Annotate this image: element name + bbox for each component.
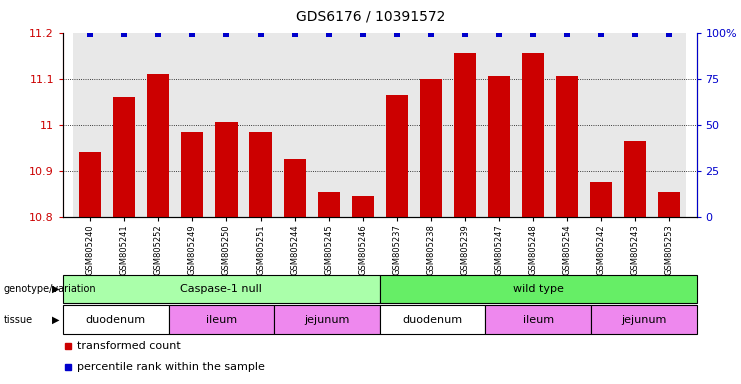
Point: [187, 30, 199, 36]
Bar: [210, 33, 244, 217]
Text: jejunum: jejunum: [305, 314, 350, 325]
Text: ileum: ileum: [206, 314, 237, 325]
Bar: [386, 95, 408, 217]
Text: transformed count: transformed count: [77, 341, 181, 351]
Bar: [284, 159, 306, 217]
Bar: [169, 305, 274, 334]
Bar: [516, 33, 550, 217]
Text: Caspase-1 null: Caspase-1 null: [181, 284, 262, 294]
Text: ileum: ileum: [522, 314, 554, 325]
Bar: [488, 76, 510, 217]
Point: [221, 30, 233, 36]
Bar: [584, 33, 618, 217]
Bar: [379, 275, 697, 303]
Text: tissue: tissue: [4, 314, 33, 325]
Text: GDS6176 / 10391572: GDS6176 / 10391572: [296, 9, 445, 23]
Bar: [63, 305, 169, 334]
Point: [629, 30, 641, 36]
Bar: [522, 53, 544, 217]
Point: [84, 30, 96, 36]
Bar: [448, 33, 482, 217]
Bar: [244, 33, 278, 217]
Bar: [482, 33, 516, 217]
Point: [357, 30, 369, 36]
Point: [153, 30, 165, 36]
Bar: [346, 33, 379, 217]
Bar: [274, 305, 380, 334]
Bar: [147, 74, 170, 217]
Text: ▶: ▶: [52, 284, 59, 294]
Point: [595, 30, 607, 36]
Point: [663, 30, 675, 36]
Bar: [590, 182, 612, 217]
Bar: [413, 33, 448, 217]
Bar: [250, 132, 272, 217]
Bar: [63, 275, 379, 303]
Bar: [182, 132, 204, 217]
Text: wild type: wild type: [513, 284, 564, 294]
Point: [255, 30, 267, 36]
Point: [323, 30, 335, 36]
Bar: [624, 141, 646, 217]
Bar: [318, 192, 339, 217]
Text: percentile rank within the sample: percentile rank within the sample: [77, 362, 265, 372]
Bar: [73, 33, 107, 217]
Bar: [550, 33, 584, 217]
Point: [527, 30, 539, 36]
Bar: [591, 305, 697, 334]
Bar: [176, 33, 210, 217]
Bar: [658, 192, 680, 217]
Bar: [420, 79, 442, 217]
Bar: [107, 33, 142, 217]
Point: [289, 30, 301, 36]
Bar: [379, 33, 413, 217]
Bar: [556, 76, 578, 217]
Text: duodenum: duodenum: [86, 314, 146, 325]
Bar: [216, 122, 238, 217]
Point: [493, 30, 505, 36]
Bar: [652, 33, 686, 217]
Bar: [453, 53, 476, 217]
Bar: [113, 97, 136, 217]
Bar: [312, 33, 346, 217]
Bar: [379, 305, 485, 334]
Point: [119, 30, 130, 36]
Text: ▶: ▶: [52, 314, 59, 325]
Bar: [352, 196, 373, 217]
Bar: [618, 33, 652, 217]
Text: duodenum: duodenum: [402, 314, 462, 325]
Bar: [142, 33, 176, 217]
Point: [425, 30, 436, 36]
Bar: [485, 305, 591, 334]
Point: [459, 30, 471, 36]
Point: [561, 30, 573, 36]
Text: jejunum: jejunum: [621, 314, 666, 325]
Bar: [79, 152, 102, 217]
Text: genotype/variation: genotype/variation: [4, 284, 96, 294]
Bar: [278, 33, 312, 217]
Point: [391, 30, 402, 36]
